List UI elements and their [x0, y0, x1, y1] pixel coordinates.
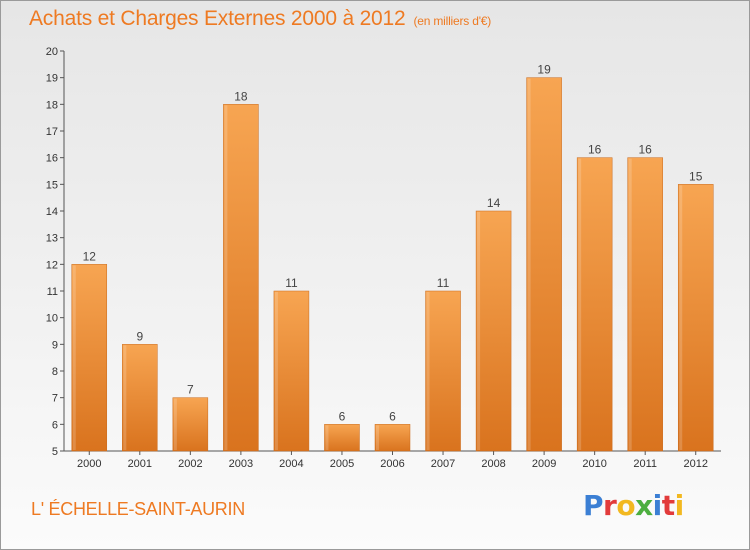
bars [71, 77, 714, 452]
x-tick-label: 2010 [582, 458, 606, 470]
x-tick-label: 2000 [77, 458, 101, 470]
data-label-2004: 11 [285, 276, 298, 290]
data-label-2003: 18 [234, 89, 248, 103]
bar-2001 [122, 344, 158, 452]
x-tick-label: 2007 [431, 458, 455, 470]
y-tick-label: 7 [52, 393, 58, 405]
bar-2003 [223, 104, 259, 452]
bar-highlight [679, 185, 683, 451]
bar-2012 [677, 184, 714, 452]
bar-2000 [71, 264, 108, 452]
data-label-2001: 9 [136, 329, 143, 343]
commune-name: L' ÉCHELLE-SAINT-AURIN [31, 499, 245, 519]
logo-letter: o [616, 489, 636, 522]
data-label-2002: 7 [187, 383, 194, 397]
data-label-2008: 14 [487, 196, 501, 210]
x-tick-label: 2008 [481, 458, 505, 470]
y-tick-label: 18 [46, 99, 58, 111]
data-label-2010: 16 [588, 143, 602, 157]
bar-highlight [376, 425, 379, 450]
y-tick-label: 17 [46, 126, 58, 138]
bar-highlight [274, 292, 278, 450]
y-tick-label: 16 [46, 153, 58, 165]
bar-2005 [324, 424, 360, 452]
y-tick-label: 12 [46, 259, 58, 271]
data-labels: 12 9 7 18 11 6 6 11 14 19 16 16 15 [83, 63, 703, 424]
y-tick-label: 19 [46, 73, 58, 85]
x-tick-label: 2011 [633, 458, 657, 470]
proxiti-logo[interactable]: Proxiti [583, 489, 684, 522]
x-tick-label: 2004 [279, 458, 303, 470]
x-tick-label: 2001 [128, 458, 152, 470]
logo-letter: i [652, 489, 663, 522]
data-label-2012: 15 [689, 169, 703, 183]
bar-2004 [273, 290, 310, 452]
y-tick-label: 11 [47, 286, 58, 298]
y-tick-label: 14 [46, 206, 58, 218]
bar-highlight [628, 158, 632, 450]
y-tick-label: 20 [46, 46, 58, 58]
bar-2007 [425, 290, 461, 452]
bar-highlight [123, 345, 127, 450]
logo-letter: x [635, 489, 653, 522]
y-tick-label: 5 [52, 446, 58, 458]
bar-highlight [477, 212, 481, 450]
logo-letter: r [603, 489, 617, 522]
x-tick-label: 2009 [532, 458, 556, 470]
logo-letter: P [583, 489, 604, 522]
data-label-2009: 19 [537, 63, 551, 77]
bar-highlight [426, 292, 430, 450]
x-tick-label: 2002 [178, 458, 202, 470]
y-tick-label: 10 [46, 313, 58, 325]
chart-title: Achats et Charges Externes 2000 à 2012 (e… [29, 7, 491, 31]
x-tick-label: 2003 [229, 458, 253, 470]
bar-highlight [325, 425, 329, 450]
bar-highlight [224, 105, 228, 450]
data-label-2005: 6 [339, 409, 346, 423]
logo-letter: i [674, 489, 685, 522]
data-label-2000: 12 [83, 249, 97, 263]
bar-highlight [72, 265, 76, 450]
bar-2002 [172, 397, 209, 452]
x-tick-label: 2012 [683, 458, 707, 470]
bar-2006 [374, 424, 411, 452]
logo-letter: t [661, 489, 675, 522]
y-tick-label: 8 [52, 366, 58, 378]
bar-2011 [627, 157, 663, 452]
x-tick-label: 2005 [330, 458, 354, 470]
x-tick-label: 2006 [380, 458, 404, 470]
y-tick-label: 6 [52, 419, 58, 431]
data-label-2007: 11 [437, 276, 450, 290]
bar-highlight [173, 398, 177, 450]
bar-highlight [578, 158, 582, 450]
bar-2010 [576, 157, 613, 452]
data-label-2011: 16 [639, 143, 653, 157]
data-label-2006: 6 [389, 409, 396, 423]
chart-subtitle: (en milliers d'€) [413, 14, 492, 28]
y-tick-label: 15 [46, 179, 58, 191]
y-tick-label: 13 [46, 233, 58, 245]
y-tick-label: 9 [52, 339, 58, 351]
chart-title-text: Achats et Charges Externes 2000 à 2012 [29, 7, 406, 30]
bar-2009 [526, 77, 562, 452]
bar-highlight [527, 78, 531, 451]
bar-2008 [475, 210, 512, 452]
